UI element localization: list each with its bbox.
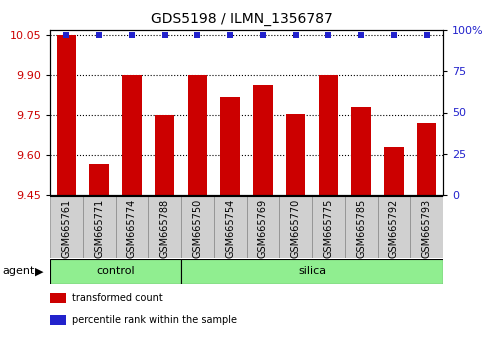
Bar: [378, 196, 410, 258]
Text: GSM665793: GSM665793: [422, 199, 432, 258]
Bar: [155, 115, 174, 195]
Text: GSM665750: GSM665750: [192, 199, 202, 258]
Bar: [345, 196, 378, 258]
Text: GSM665770: GSM665770: [291, 199, 300, 258]
Bar: [89, 164, 109, 195]
Bar: [50, 315, 66, 325]
Bar: [50, 196, 83, 258]
Bar: [181, 196, 214, 258]
Text: GSM665775: GSM665775: [324, 199, 333, 258]
Bar: [279, 196, 312, 258]
Text: percentile rank within the sample: percentile rank within the sample: [71, 315, 237, 325]
Text: ▶: ▶: [35, 267, 44, 276]
Text: GDS5198 / ILMN_1356787: GDS5198 / ILMN_1356787: [151, 12, 332, 26]
Bar: [83, 196, 115, 258]
Text: GSM665774: GSM665774: [127, 199, 137, 258]
Text: agent: agent: [2, 267, 35, 276]
Bar: [246, 196, 279, 258]
Bar: [57, 35, 76, 195]
Bar: [181, 259, 443, 284]
Bar: [351, 107, 371, 195]
Bar: [417, 123, 437, 195]
Text: transformed count: transformed count: [71, 293, 162, 303]
Bar: [319, 75, 338, 195]
Bar: [220, 97, 240, 195]
Bar: [286, 114, 305, 195]
Text: GSM665785: GSM665785: [356, 199, 366, 258]
Text: GSM665771: GSM665771: [94, 199, 104, 258]
Bar: [253, 85, 273, 195]
Bar: [122, 75, 142, 195]
Text: silica: silica: [298, 267, 326, 276]
Bar: [312, 196, 345, 258]
Bar: [148, 196, 181, 258]
Bar: [214, 196, 246, 258]
Bar: [50, 293, 66, 303]
Bar: [115, 196, 148, 258]
Bar: [50, 259, 181, 284]
Text: control: control: [96, 267, 135, 276]
Text: GSM665792: GSM665792: [389, 199, 399, 258]
Text: GSM665754: GSM665754: [225, 199, 235, 258]
Bar: [384, 147, 404, 195]
Text: GSM665761: GSM665761: [61, 199, 71, 258]
Bar: [187, 75, 207, 195]
Text: GSM665769: GSM665769: [258, 199, 268, 258]
Text: GSM665788: GSM665788: [159, 199, 170, 258]
Bar: [410, 196, 443, 258]
